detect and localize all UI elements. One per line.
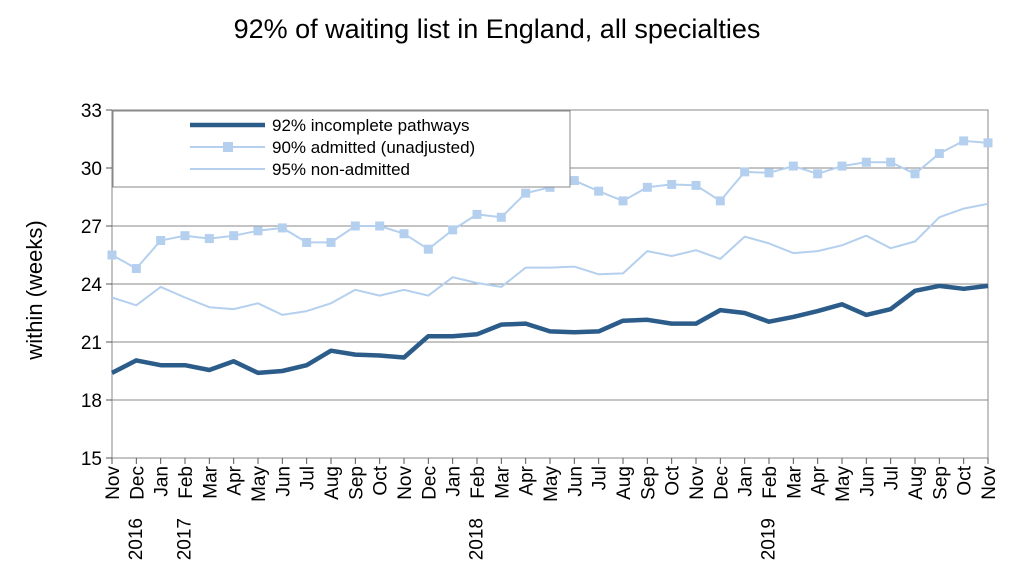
data-point-marker bbox=[667, 179, 677, 189]
legend: 92% incomplete pathways 90% admitted (una… bbox=[112, 110, 571, 188]
x-tick-label: Jul bbox=[298, 466, 319, 490]
data-point-marker bbox=[959, 136, 969, 146]
series-line-1 bbox=[110, 283, 989, 376]
series-line-3 bbox=[111, 202, 989, 316]
data-point-marker bbox=[764, 168, 774, 178]
data-point-marker bbox=[399, 229, 409, 239]
data-point-marker bbox=[594, 186, 604, 196]
y-tick-label: 15 bbox=[81, 449, 102, 470]
x-tick-label: Sep bbox=[638, 466, 659, 500]
data-point-marker bbox=[375, 221, 385, 231]
x-tick-label: Feb bbox=[760, 466, 781, 499]
data-point-marker bbox=[691, 180, 701, 190]
x-tick-label: Jun bbox=[857, 466, 878, 497]
data-point-marker bbox=[253, 226, 263, 236]
x-tick-label: Oct bbox=[955, 465, 976, 495]
x-tick-label: Mar bbox=[492, 465, 513, 498]
data-point-marker bbox=[569, 176, 579, 186]
y-tick-label: 18 bbox=[81, 391, 102, 412]
x-tick-label: Jun bbox=[565, 466, 586, 497]
data-point-marker bbox=[788, 161, 798, 171]
data-point-marker bbox=[886, 157, 896, 167]
y-tick-label: 33 bbox=[81, 101, 102, 122]
x-tick-label: Dec bbox=[127, 466, 148, 500]
data-point-marker bbox=[350, 221, 360, 231]
data-point-marker bbox=[521, 188, 531, 198]
data-point-marker bbox=[180, 231, 190, 241]
x-year-label: 2019 bbox=[759, 518, 780, 560]
legend-label-2: 90% admitted (unadjusted) bbox=[272, 138, 475, 157]
x-year-label: 2016 bbox=[126, 518, 147, 560]
x-tick-label: Nov bbox=[103, 466, 124, 500]
legend-box bbox=[112, 110, 571, 188]
data-point-marker bbox=[813, 169, 823, 179]
x-tick-label: Feb bbox=[468, 466, 489, 499]
x-tick-label: Mar bbox=[784, 465, 805, 498]
legend-label-1: 92% incomplete pathways bbox=[272, 116, 470, 135]
data-point-marker bbox=[618, 196, 628, 206]
x-tick-label: Sep bbox=[346, 466, 367, 500]
chart-title: 92% of waiting list in England, all spec… bbox=[233, 14, 761, 44]
x-tick-label: Nov bbox=[979, 466, 1000, 500]
x-tick-label: May bbox=[833, 466, 854, 502]
data-point-marker bbox=[496, 212, 506, 222]
data-point-marker bbox=[204, 234, 214, 244]
x-tick-label: Aug bbox=[322, 466, 343, 500]
x-tick-label: Apr bbox=[517, 465, 538, 495]
data-point-marker bbox=[423, 244, 433, 254]
x-tick-label: Nov bbox=[395, 466, 416, 500]
data-point-marker bbox=[472, 209, 482, 219]
y-tick-label: 24 bbox=[81, 275, 103, 296]
x-tick-label: Jan bbox=[736, 466, 757, 497]
data-point-marker bbox=[107, 250, 117, 260]
data-point-marker bbox=[910, 169, 920, 179]
x-tick-label: Jun bbox=[273, 466, 294, 497]
data-point-marker bbox=[277, 223, 287, 233]
x-tick-label: Oct bbox=[371, 465, 392, 495]
x-tick-label: Dec bbox=[419, 466, 440, 500]
x-tick-label: Oct bbox=[663, 465, 684, 495]
x-tick-label: May bbox=[249, 466, 270, 502]
data-point-marker bbox=[326, 237, 336, 247]
legend-label-3: 95% non-admitted bbox=[272, 160, 410, 179]
legend-marker-2 bbox=[223, 142, 233, 152]
x-tick-label: Aug bbox=[614, 466, 635, 500]
data-point-marker bbox=[715, 196, 725, 206]
x-tick-label: Jul bbox=[590, 466, 611, 490]
data-point-marker bbox=[740, 167, 750, 177]
x-year-label: 2017 bbox=[175, 518, 196, 560]
x-tick-label: Mar bbox=[200, 465, 221, 498]
data-point-marker bbox=[861, 157, 871, 167]
data-point-marker bbox=[642, 182, 652, 192]
x-tick-label: May bbox=[541, 466, 562, 502]
x-tick-label: Aug bbox=[906, 466, 927, 500]
x-tick-label: Jan bbox=[444, 466, 465, 497]
data-point-marker bbox=[448, 225, 458, 235]
data-point-marker bbox=[156, 236, 166, 245]
y-tick-label: 27 bbox=[81, 217, 102, 238]
x-tick-label: Nov bbox=[687, 466, 708, 500]
x-tick-label: Jan bbox=[152, 466, 173, 497]
x-tick-label: Apr bbox=[809, 465, 830, 495]
x-tick-label: Feb bbox=[176, 466, 197, 499]
y-tick-label: 30 bbox=[81, 159, 102, 180]
y-axis-label: within (weeks) bbox=[22, 220, 47, 360]
data-point-marker bbox=[302, 237, 312, 247]
y-tick-label: 21 bbox=[81, 333, 102, 354]
x-tick-label: Dec bbox=[711, 466, 732, 500]
data-point-marker bbox=[837, 161, 847, 171]
x-tick-label: Sep bbox=[930, 466, 951, 500]
x-year-label: 2018 bbox=[467, 518, 488, 560]
x-tick-label: Apr bbox=[225, 465, 246, 495]
x-tick-label: Jul bbox=[882, 466, 903, 490]
data-point-marker bbox=[131, 264, 141, 274]
data-point-marker bbox=[229, 231, 239, 241]
data-point-marker bbox=[983, 138, 993, 148]
data-point-marker bbox=[934, 149, 944, 158]
